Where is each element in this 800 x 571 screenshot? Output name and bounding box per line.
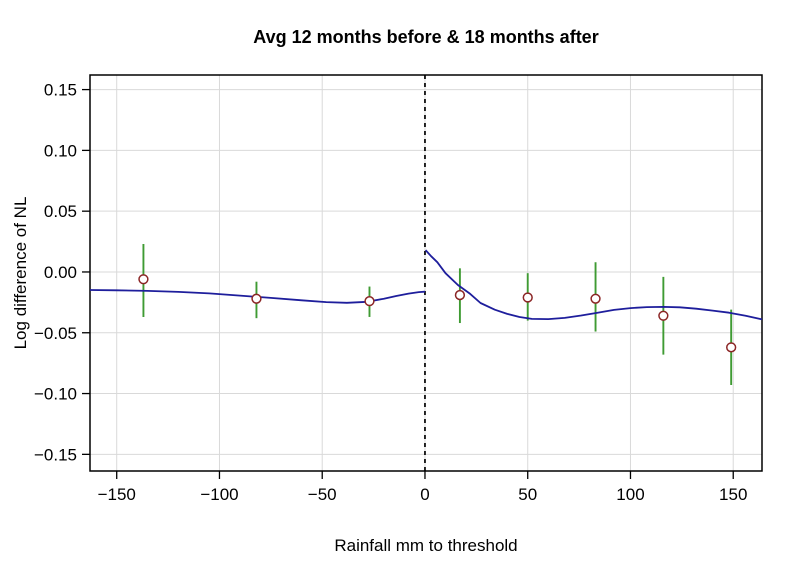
plot-border bbox=[89, 74, 763, 472]
x-tick-label: 50 bbox=[518, 485, 537, 504]
chart-title: Avg 12 months before & 18 months after bbox=[253, 27, 599, 47]
y-tick-label: 0.15 bbox=[44, 81, 77, 100]
x-tick-label: 100 bbox=[616, 485, 644, 504]
x-tick-label: 150 bbox=[719, 485, 747, 504]
fit-line-left bbox=[89, 289, 426, 304]
data-point bbox=[522, 292, 533, 303]
y-tick-label: −0.15 bbox=[34, 445, 77, 464]
fit-line-right bbox=[424, 249, 763, 321]
data-point bbox=[251, 293, 262, 304]
x-axis-label: Rainfall mm to threshold bbox=[334, 536, 518, 555]
y-tick-label: −0.05 bbox=[34, 324, 77, 343]
x-tick-label: −50 bbox=[308, 485, 337, 504]
y-axis-label: Log difference of NL bbox=[11, 196, 30, 350]
y-tick-label: 0.00 bbox=[44, 263, 77, 282]
x-tick-label: −150 bbox=[98, 485, 136, 504]
data-point bbox=[590, 293, 601, 304]
y-tick-label: −0.10 bbox=[34, 385, 77, 404]
data-point bbox=[138, 274, 149, 285]
data-point bbox=[364, 295, 375, 307]
data-point bbox=[658, 310, 669, 321]
y-tick-label: 0.10 bbox=[44, 141, 77, 160]
y-tick-label: 0.05 bbox=[44, 202, 77, 221]
data-point bbox=[726, 342, 737, 353]
x-tick-label: −100 bbox=[200, 485, 238, 504]
data-point bbox=[454, 289, 466, 301]
x-tick-label: 0 bbox=[420, 485, 429, 504]
